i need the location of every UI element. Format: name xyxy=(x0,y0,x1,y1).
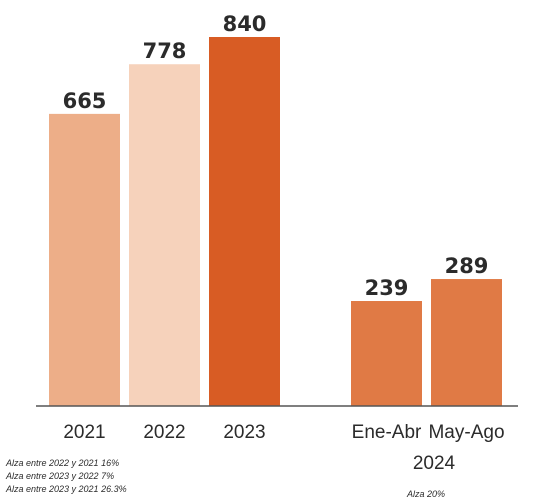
growth-note: Alza entre 2023 y 2022 7% xyxy=(6,471,115,481)
bars xyxy=(49,37,502,406)
growth-notes: Alza entre 2022 y 2021 16% Alza entre 20… xyxy=(6,457,127,496)
value-labels: 665 778 840 239 289 xyxy=(63,12,489,300)
category-label: Ene-Abr xyxy=(352,422,422,443)
bar-ene-abr xyxy=(351,301,422,406)
growth-note: Alza entre 2023 y 2021 26.3% xyxy=(6,484,127,494)
growth-note-2024: Alza 20% xyxy=(407,489,446,499)
value-label: 289 xyxy=(445,254,489,278)
growth-note: Alza entre 2022 y 2021 16% xyxy=(6,458,120,468)
category-label: 2023 xyxy=(223,422,265,443)
value-label: 665 xyxy=(63,89,107,113)
bar-2023 xyxy=(209,37,280,406)
value-label: 239 xyxy=(365,276,409,300)
bar-2021 xyxy=(49,113,120,406)
group-label-2024: 2024 xyxy=(413,453,456,474)
category-label: 2021 xyxy=(63,422,105,443)
bar-may-ago xyxy=(431,279,502,406)
category-label: May-Ago xyxy=(428,422,504,443)
category-label: 2022 xyxy=(143,422,185,443)
value-label: 778 xyxy=(143,39,187,63)
category-labels: 2021 2022 2023 Ene-Abr May-Ago xyxy=(63,422,504,443)
bar-2022 xyxy=(129,64,200,406)
value-label: 840 xyxy=(223,12,267,36)
